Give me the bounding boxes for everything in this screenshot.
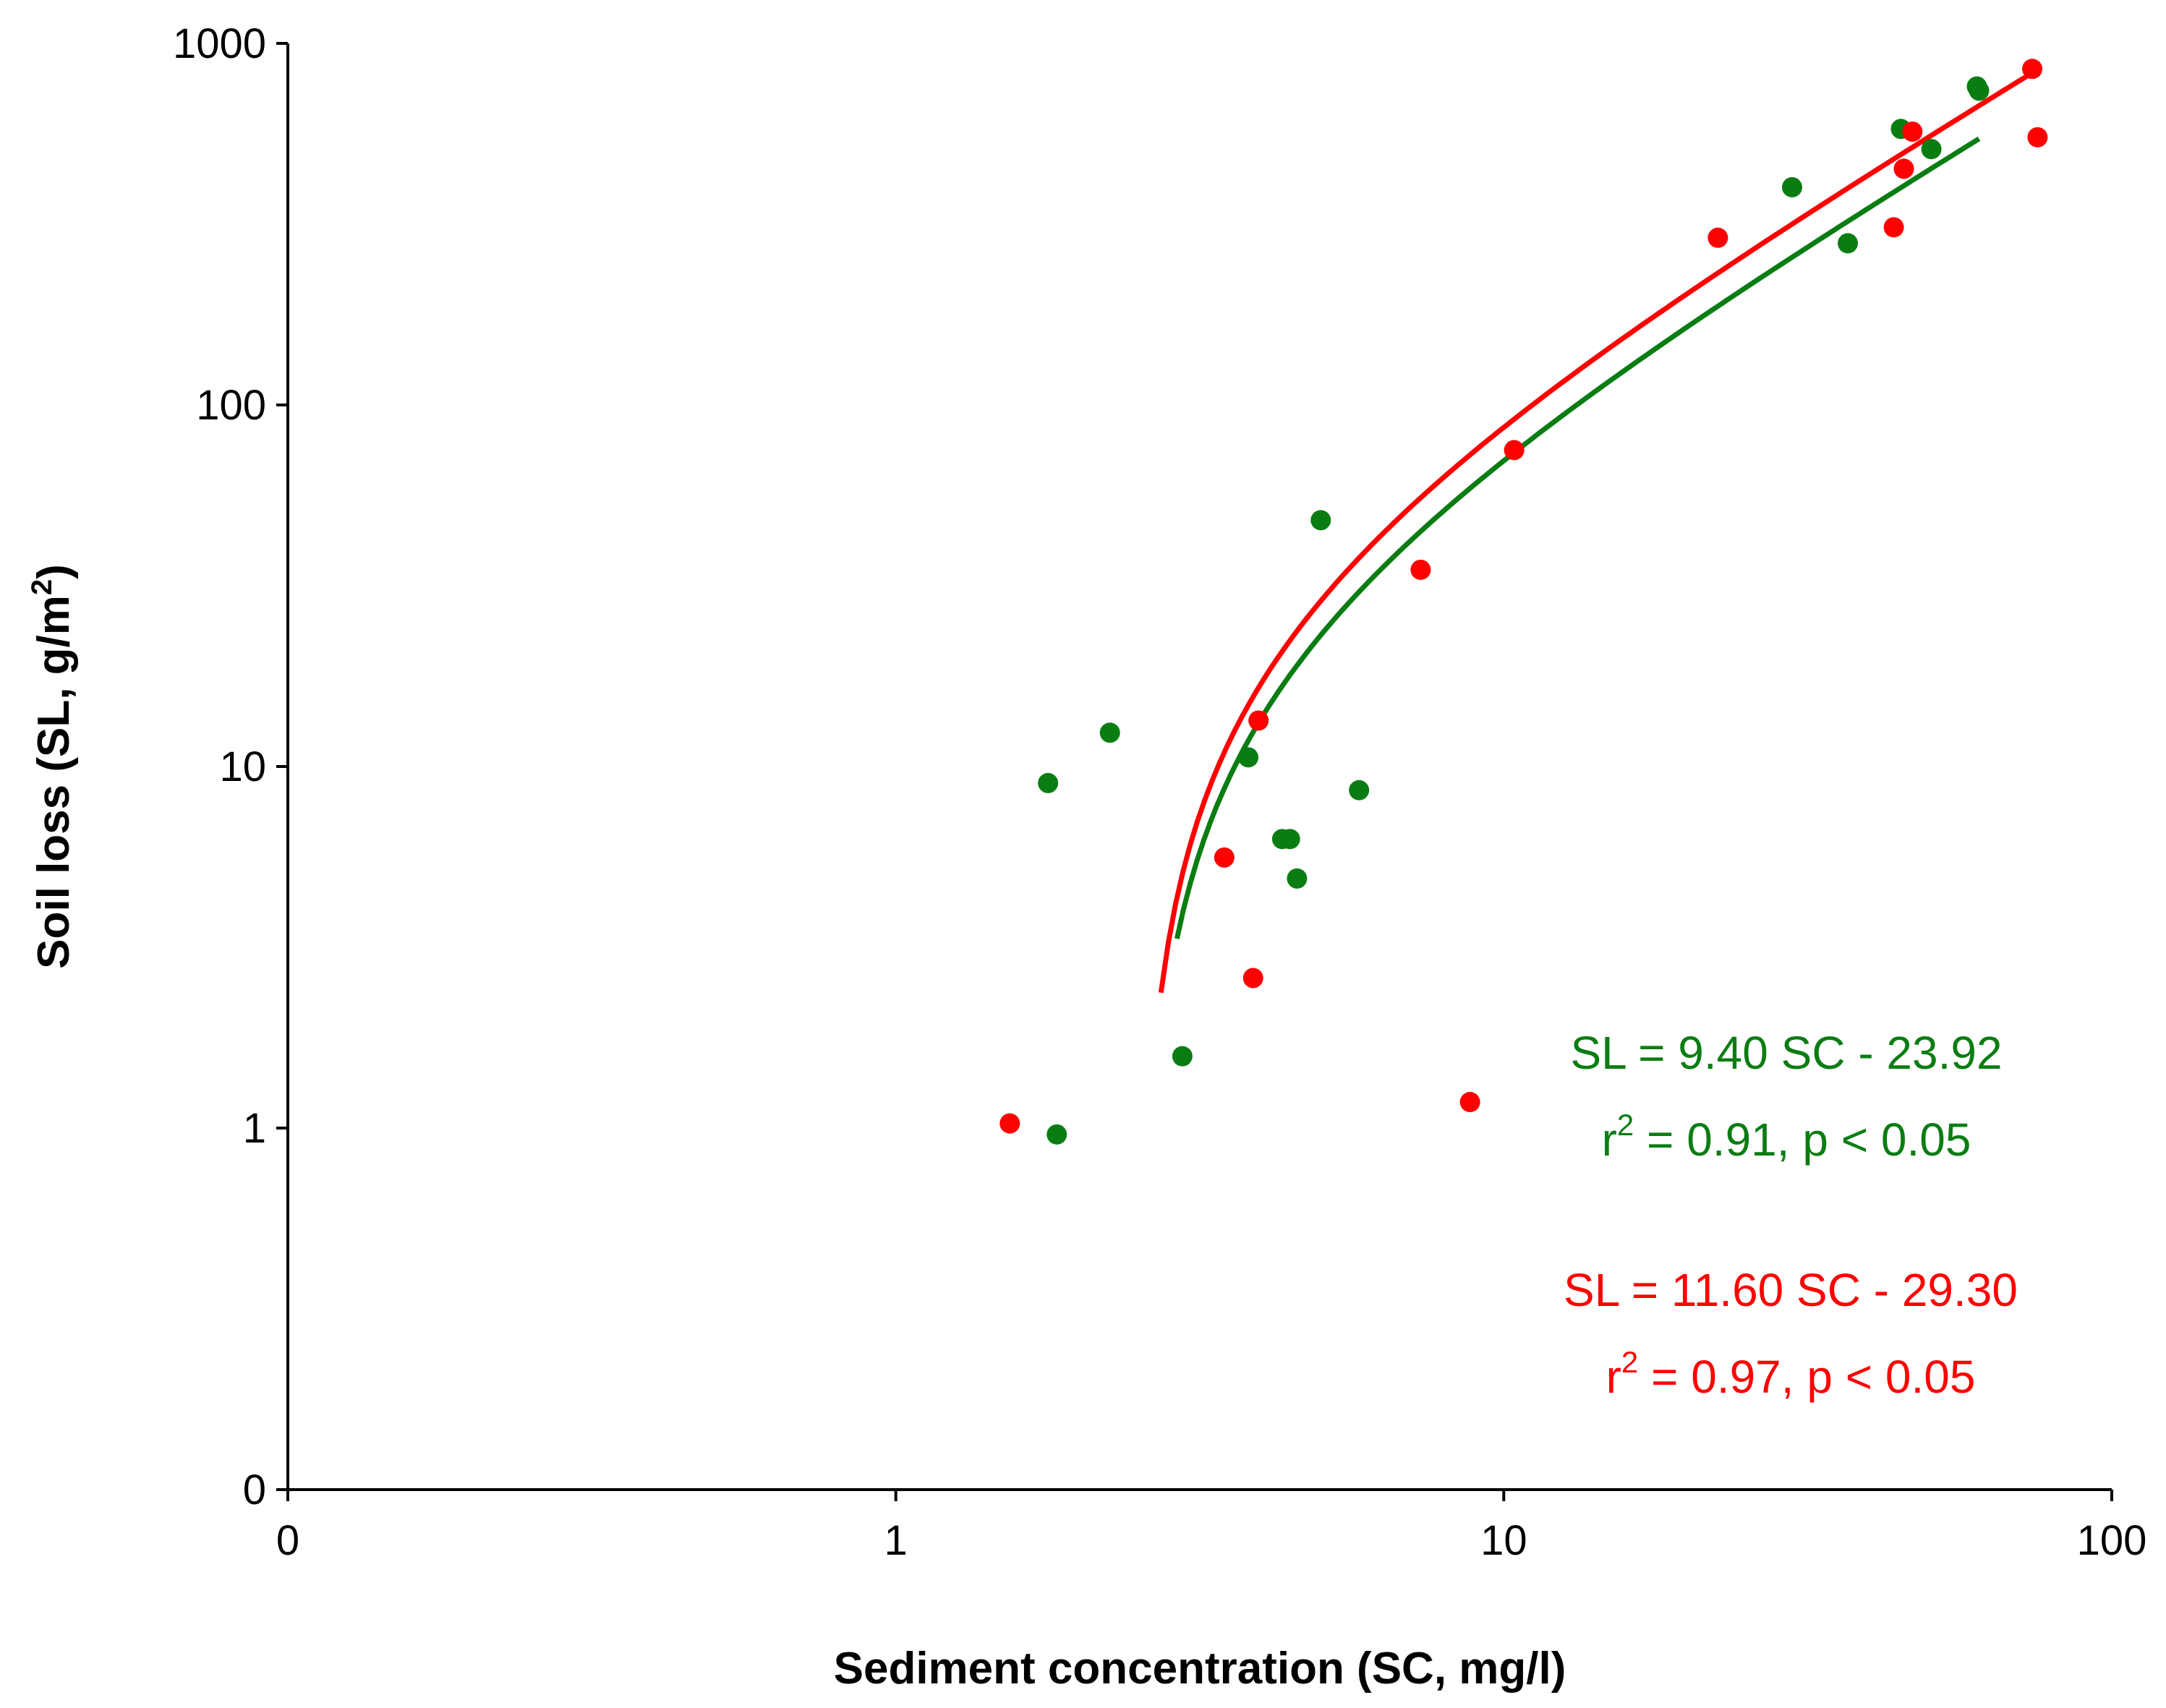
green-data-point xyxy=(1038,772,1059,793)
green-r2: r2 = 0.91, p < 0.05 xyxy=(1602,1108,1971,1166)
red-data-point xyxy=(1504,440,1525,461)
x-tick-label: 10 xyxy=(1480,1517,1527,1564)
red-r2: r2 = 0.97, p < 0.05 xyxy=(1606,1345,1976,1403)
green-equation: SL = 9.40 SC - 23.92 xyxy=(1570,1027,2002,1079)
red-fit-line xyxy=(1158,66,2041,994)
y-axis-title: Soil loss (SL, g/m2) xyxy=(26,564,79,969)
red-data-point xyxy=(1902,121,1923,142)
green-data-point xyxy=(1838,233,1859,254)
green-annotation: SL = 9.40 SC - 23.92 r2 = 0.91, p < 0.05 xyxy=(1570,1027,2002,1166)
data-points xyxy=(999,59,2048,1145)
red-data-point xyxy=(1459,1092,1480,1113)
red-r2-text: = 0.97, p < 0.05 xyxy=(1638,1351,1975,1403)
x-ticks: 0 1 10 100 xyxy=(276,1490,2147,1564)
green-data-point xyxy=(1046,1124,1067,1145)
red-data-point xyxy=(2027,127,2048,148)
green-data-point xyxy=(1099,722,1120,743)
y-ticks: 0 1 10 100 1000 xyxy=(173,20,288,1513)
green-fit-line xyxy=(1174,136,1981,939)
green-data-point xyxy=(1310,510,1331,531)
green-data-point xyxy=(1172,1046,1193,1067)
red-data-point xyxy=(1893,158,1914,179)
red-data-point xyxy=(1242,968,1263,988)
x-tick-label: 0 xyxy=(276,1517,299,1564)
green-r2-text: = 0.91, p < 0.05 xyxy=(1634,1114,1971,1166)
y-tick-label: 1 xyxy=(243,1105,266,1152)
y-tick-label: 1000 xyxy=(173,20,266,67)
green-data-point xyxy=(1349,780,1370,800)
red-data-point xyxy=(1707,227,1728,248)
y-axis-title-sup: 2 xyxy=(26,579,58,595)
green-data-point xyxy=(1921,139,1942,160)
y-axis-title-suffix: ) xyxy=(29,564,79,579)
green-data-point xyxy=(1279,829,1300,850)
green-data-point xyxy=(1781,176,1802,197)
red-r2-prefix: r xyxy=(1606,1351,1621,1403)
green-r2-prefix: r xyxy=(1602,1114,1617,1166)
green-r2-sup: 2 xyxy=(1617,1108,1634,1142)
x-tick-label: 1 xyxy=(884,1517,908,1564)
red-data-point xyxy=(1248,710,1269,731)
y-tick-label: 0 xyxy=(243,1466,266,1513)
x-tick-label: 100 xyxy=(2077,1517,2147,1564)
red-data-point xyxy=(1410,559,1431,580)
green-data-point xyxy=(1238,747,1259,768)
red-annotation: SL = 11.60 SC - 29.30 r2 = 0.97, p < 0.0… xyxy=(1564,1264,2018,1403)
y-tick-label: 100 xyxy=(196,382,266,429)
green-data-point xyxy=(1287,868,1308,889)
red-data-point xyxy=(2022,59,2043,80)
red-data-point xyxy=(1214,847,1235,868)
red-equation: SL = 11.60 SC - 29.30 xyxy=(1564,1264,2018,1316)
red-r2-sup: 2 xyxy=(1621,1345,1638,1379)
fit-lines xyxy=(1158,66,2041,994)
green-data-point xyxy=(1969,80,1990,101)
y-tick-label: 10 xyxy=(219,743,266,790)
y-axis-title-text: Soil loss (SL, g/m xyxy=(29,595,79,969)
x-axis-title: Sediment concentration (SC, mg/l) xyxy=(834,1644,1566,1694)
red-data-point xyxy=(1883,217,1904,238)
red-data-point xyxy=(999,1113,1020,1134)
